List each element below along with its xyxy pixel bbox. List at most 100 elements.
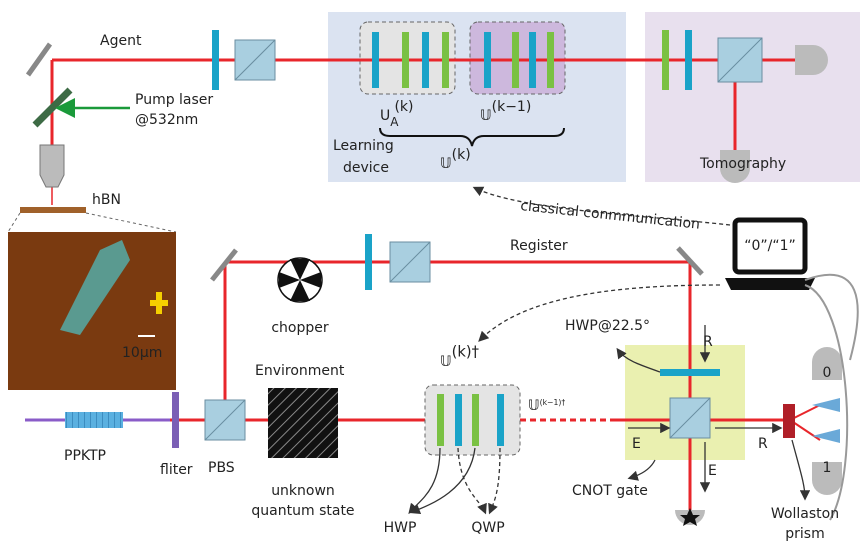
inverse-prev-label: 𝕌(k−1)† (528, 398, 565, 414)
detector (812, 462, 842, 495)
hwp-label: HWP (384, 520, 417, 536)
waveplate (402, 32, 409, 88)
waveplate (372, 32, 379, 88)
port-label: E (708, 463, 717, 479)
agent-title: Agent (100, 33, 142, 49)
detector (720, 150, 750, 183)
star (680, 508, 700, 526)
prism (812, 398, 840, 443)
pbs-label: PBS (208, 460, 235, 476)
laptop-screen (732, 217, 808, 275)
unitary-total-sup: (k) (452, 147, 471, 163)
beam-splitter-face (717, 37, 763, 83)
unitary-agent-base: U (380, 108, 390, 124)
state-label: quantum state (251, 503, 354, 519)
port-label: R (703, 334, 713, 350)
unitary-prev: 𝕌(k−1) (480, 99, 531, 124)
arrow (627, 459, 656, 481)
beam-splitter-face (204, 399, 246, 441)
waveplate (365, 234, 372, 290)
inverse-prev-label-base: 𝕌 (528, 398, 540, 414)
learning-label: Learning (333, 138, 394, 154)
beam (25, 42, 53, 77)
waveplate (422, 32, 429, 88)
environment-title: Environment (255, 363, 345, 379)
arrow (616, 347, 661, 373)
waveplate (442, 32, 449, 88)
zoom (7, 212, 21, 233)
arrow (457, 447, 487, 515)
ppktp-label: PPKTP (64, 448, 106, 464)
unitary-agent-sup: (k) (394, 99, 413, 115)
comm-label: classical conmmunication (520, 198, 701, 233)
state-label: unknown (271, 483, 335, 499)
inverse-label-sup: (k)† (452, 344, 479, 361)
wollaston (783, 404, 795, 438)
brace (379, 127, 565, 147)
emitter (150, 292, 168, 314)
waveplate (472, 394, 479, 446)
wollaston-label: prism (785, 526, 824, 542)
zoom (85, 212, 177, 233)
waveplate (437, 394, 444, 446)
register-title: Register (510, 238, 568, 254)
detector-label: 0 (823, 365, 832, 381)
arrow (488, 447, 501, 515)
arrow (472, 186, 731, 226)
arrow (409, 447, 476, 515)
inverse-label-base: 𝕌 (440, 354, 452, 370)
arrow (478, 284, 721, 342)
flake (60, 240, 130, 335)
scale-label: 10μm (122, 345, 162, 361)
unitary-agent-sub: A (390, 115, 399, 129)
cnot-label: CNOT gate (572, 483, 648, 499)
filter-label: fliter (160, 462, 193, 478)
objective (39, 144, 65, 188)
arrow (408, 447, 441, 514)
waveplate (529, 32, 536, 88)
chopper-label: chopper (271, 320, 329, 336)
unitary-total: 𝕌(k) (440, 147, 471, 172)
detector (795, 45, 828, 75)
hwp-label: HWP@22.5° (565, 318, 650, 334)
detector (812, 347, 842, 380)
waveplate (662, 30, 669, 90)
port-label: R (758, 436, 768, 452)
chopper-blades (279, 259, 321, 301)
tomography-label: Tomography (699, 156, 786, 172)
pump-label: Pump laser (135, 92, 213, 108)
unitary-prev-sup: (k−1) (492, 99, 532, 115)
unitary-prev-base: 𝕌 (480, 108, 492, 124)
waveplate (547, 32, 554, 88)
beam-splitter-face (389, 241, 431, 283)
qwp-label: QWP (471, 520, 504, 536)
waveplate (212, 30, 219, 90)
laptop-base (725, 278, 815, 290)
computer-label: “0”/“1” (744, 238, 796, 254)
beam (32, 87, 73, 128)
detector-label: 1 (823, 460, 832, 476)
waveplate (484, 32, 491, 88)
hwp-225 (660, 369, 720, 376)
inverse-prev-label-sup: (k−1)† (540, 398, 566, 407)
ppktp (65, 412, 123, 428)
pump-label: @532nm (135, 112, 198, 128)
unitary-agent: UA(k) (380, 99, 414, 129)
unknown-state (268, 388, 338, 458)
beam (210, 248, 238, 282)
beam-splitter-face (234, 39, 276, 81)
wollaston-label: Wollaston (771, 506, 839, 522)
arrow (791, 439, 811, 501)
beam (676, 246, 704, 276)
filter (172, 392, 179, 448)
cable (804, 273, 859, 521)
port-label: E (632, 436, 641, 452)
hbn-label: hBN (92, 192, 121, 208)
unitary-total-base: 𝕌 (440, 156, 452, 172)
waveplate (455, 394, 462, 446)
hbn-substrate (20, 207, 86, 213)
waveplate (685, 30, 692, 90)
learning-label: device (343, 160, 389, 176)
waveplate (512, 32, 519, 88)
